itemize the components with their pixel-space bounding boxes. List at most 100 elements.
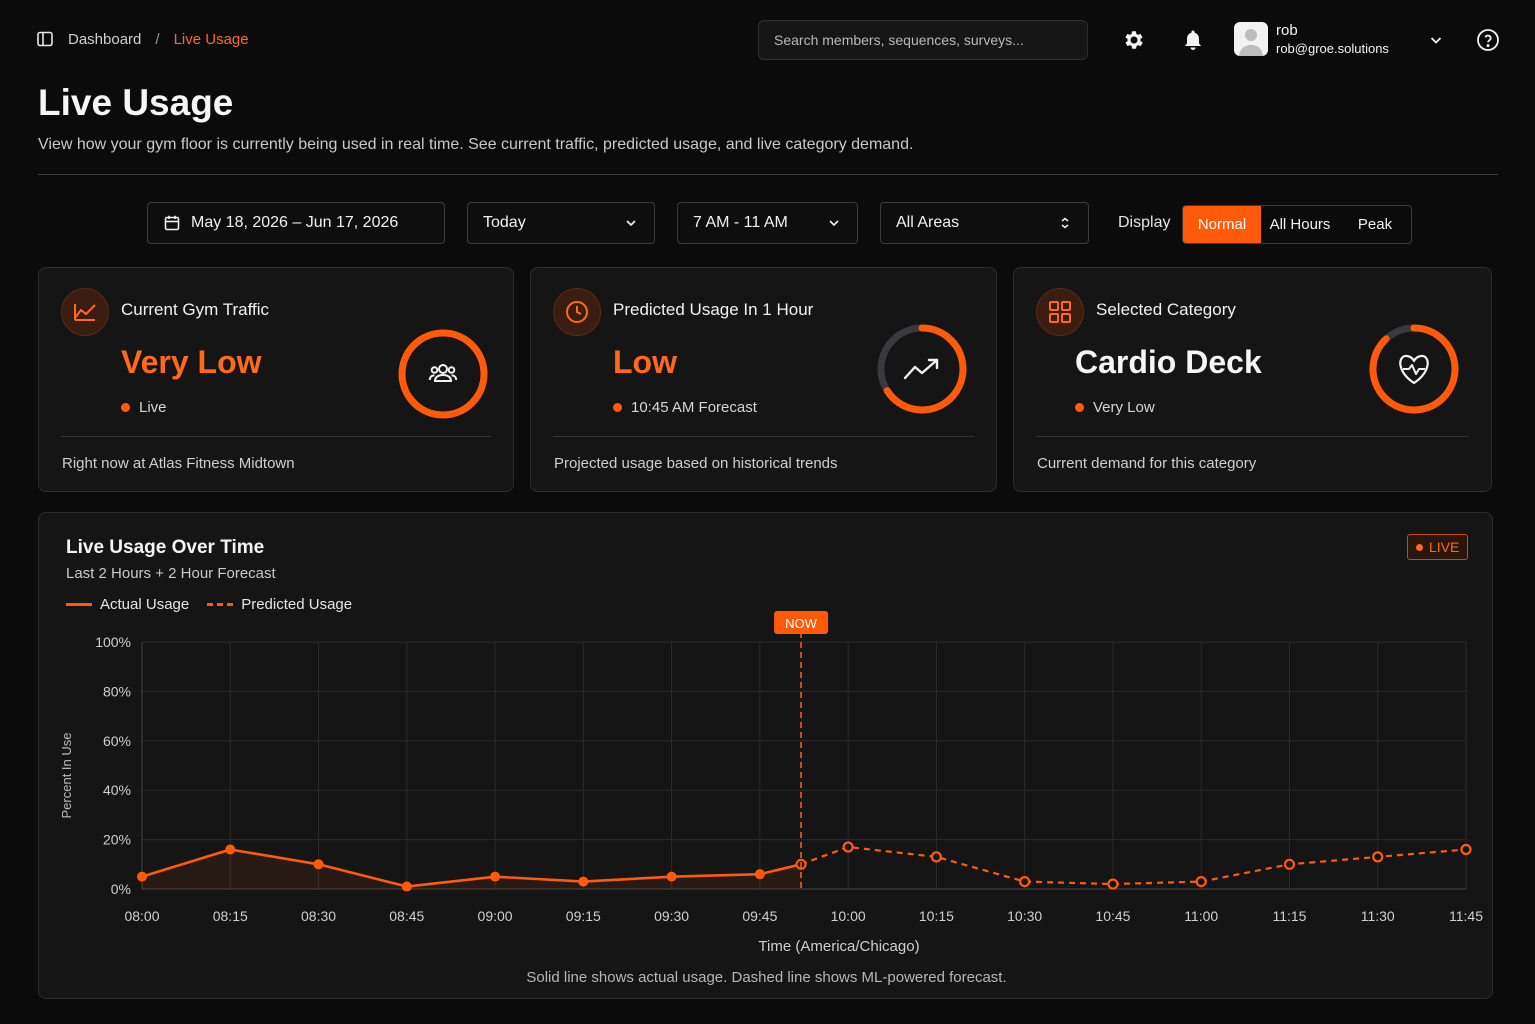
predicted-usage-point xyxy=(930,851,943,863)
card-status-label: Live xyxy=(139,399,167,416)
y-tick-label: 40% xyxy=(103,782,131,798)
y-tick-label: 60% xyxy=(103,733,131,749)
card-divider xyxy=(553,436,974,437)
actual-usage-point xyxy=(225,844,236,855)
users-icon xyxy=(428,364,458,382)
x-tick-label: 10:15 xyxy=(919,908,954,924)
gear-icon[interactable] xyxy=(1122,28,1146,52)
card-divider xyxy=(61,436,491,437)
breadcrumb: Dashboard / Live Usage xyxy=(36,30,249,48)
x-tick-label: 08:00 xyxy=(124,908,159,924)
chevron-down-icon[interactable] xyxy=(1428,32,1444,48)
actual-usage-point xyxy=(490,871,501,882)
x-tick-label: 11:45 xyxy=(1449,908,1483,924)
status-dot xyxy=(121,403,130,412)
predicted-usage-point xyxy=(1195,875,1207,888)
actual-usage-point xyxy=(666,871,677,882)
day-select-value: Today xyxy=(483,214,526,231)
live-badge-label: LIVE xyxy=(1429,539,1460,555)
search-input[interactable] xyxy=(758,20,1088,60)
bell-icon[interactable] xyxy=(1181,28,1205,52)
avatar-placeholder-icon xyxy=(1239,29,1263,56)
legend-label-predicted: Predicted Usage xyxy=(241,596,353,613)
user-menu[interactable]: rob rob@groe.solutions xyxy=(1234,22,1454,60)
trend-line-icon xyxy=(74,304,96,321)
chart-title: Live Usage Over Time xyxy=(66,537,265,558)
selected-category-card: Selected Category Cardio Deck Very Low C… xyxy=(1013,267,1492,492)
card-title: Predicted Usage In 1 Hour xyxy=(613,300,814,319)
hours-select[interactable]: 7 AM - 11 AM xyxy=(677,202,858,244)
legend-label-actual: Actual Usage xyxy=(100,596,190,613)
live-dot xyxy=(1416,543,1423,551)
help-icon[interactable] xyxy=(1476,28,1500,52)
sidebar-icon[interactable] xyxy=(36,30,54,48)
breadcrumb-separator: / xyxy=(155,30,160,48)
chart-subtitle: Last 2 Hours + 2 Hour Forecast xyxy=(66,565,276,582)
predicted-usage-point xyxy=(842,841,854,853)
y-tick-label: 0% xyxy=(111,881,131,897)
live-badge: LIVE xyxy=(1407,534,1469,560)
actual-usage-point xyxy=(137,871,147,882)
predicted-usage-card: Predicted Usage In 1 Hour Low 10:45 AM F… xyxy=(530,267,997,492)
card-status-label: Very Low xyxy=(1093,399,1155,416)
status-dot xyxy=(613,403,622,412)
x-tick-label: 09:15 xyxy=(566,908,601,924)
day-select[interactable]: Today xyxy=(467,202,655,244)
actual-usage-point xyxy=(754,869,765,880)
actual-usage-area xyxy=(142,849,802,889)
card-icon-badge xyxy=(61,288,109,336)
y-axis-title: Percent In Use xyxy=(59,733,74,819)
date-range-value: May 18, 2026 – Jun 17, 2026 xyxy=(191,214,399,231)
trending-up-icon xyxy=(903,358,939,380)
chevron-up-down-icon xyxy=(1061,217,1069,229)
card-icon-badge xyxy=(553,288,601,336)
card-title: Current Gym Traffic xyxy=(121,300,269,319)
hours-select-value: 7 AM - 11 AM xyxy=(693,214,788,231)
predicted-usage-point xyxy=(1372,851,1384,863)
display-label: Display xyxy=(1118,214,1171,231)
actual-usage-point xyxy=(313,859,324,870)
x-axis-title: Time (America/Chicago) xyxy=(758,938,919,955)
predicted-usage-point xyxy=(1107,878,1119,890)
card-value: Cardio Deck xyxy=(1075,344,1262,380)
x-tick-label: 11:15 xyxy=(1272,908,1306,924)
card-status: Very Low xyxy=(1075,399,1155,416)
card-value: Low xyxy=(613,344,677,380)
date-range-picker[interactable]: May 18, 2026 – Jun 17, 2026 xyxy=(147,202,445,244)
card-value: Very Low xyxy=(121,344,262,380)
divider xyxy=(38,174,1498,175)
predicted-usage-point xyxy=(1460,843,1472,856)
clock-icon xyxy=(566,301,588,323)
traffic-ring xyxy=(398,329,488,419)
live-usage-chart-panel: Live Usage Over Time Last 2 Hours + 2 Ho… xyxy=(38,512,1493,999)
x-tick-label: 08:30 xyxy=(301,908,336,924)
x-tick-label: 08:45 xyxy=(389,908,424,924)
breadcrumb-current: Live Usage xyxy=(173,30,249,48)
x-tick-label: 11:00 xyxy=(1184,908,1218,924)
display-option-peak[interactable]: Peak xyxy=(1357,216,1393,233)
display-option-all-hours[interactable]: All Hours xyxy=(1269,216,1331,233)
prediction-ring xyxy=(877,324,967,414)
calendar-icon xyxy=(164,215,180,231)
predicted-usage-line xyxy=(800,845,1467,886)
area-select[interactable]: All Areas xyxy=(880,202,1089,244)
card-footer: Projected usage based on historical tren… xyxy=(554,455,838,472)
x-tick-label: 09:30 xyxy=(654,908,689,924)
card-status: Live xyxy=(121,399,167,416)
current-traffic-card: Current Gym Traffic Very Low Live Right … xyxy=(38,267,514,492)
legend-swatch-actual xyxy=(66,603,92,606)
display-option-normal[interactable]: Normal xyxy=(1183,206,1261,243)
now-marker-label: NOW xyxy=(785,616,818,631)
x-tick-label: 11:30 xyxy=(1361,908,1395,924)
y-tick-label: 100% xyxy=(95,634,131,650)
breadcrumb-dashboard-link[interactable]: Dashboard xyxy=(68,30,142,48)
x-tick-label: 09:00 xyxy=(478,908,513,924)
y-tick-label: 20% xyxy=(103,832,131,848)
chevron-down-icon xyxy=(626,220,636,227)
page-subtitle: View how your gym floor is currently bei… xyxy=(38,136,914,153)
predicted-usage-point xyxy=(1283,858,1296,870)
y-tick-label: 80% xyxy=(103,683,131,699)
card-status-label: 10:45 AM Forecast xyxy=(631,399,757,416)
status-dot xyxy=(1075,403,1084,412)
category-ring xyxy=(1369,324,1459,414)
